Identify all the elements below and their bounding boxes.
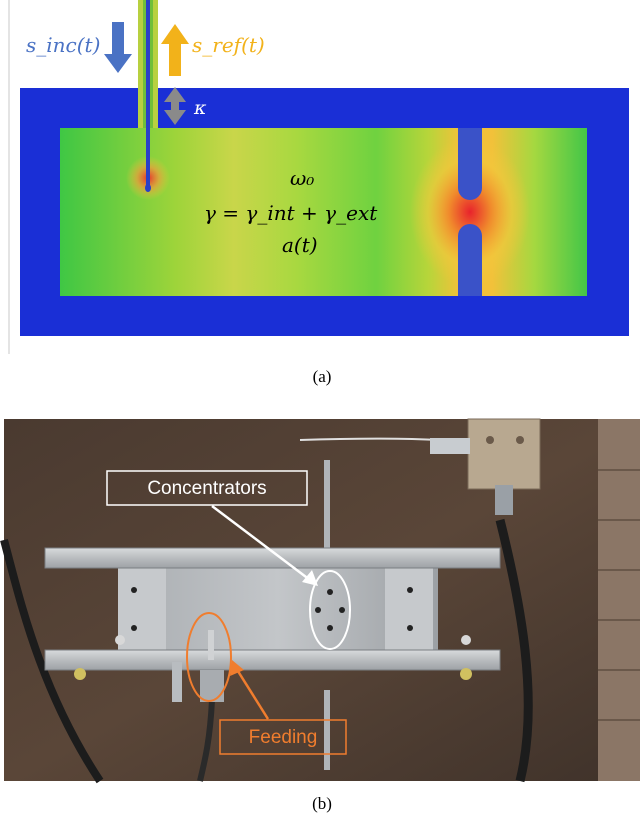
coupling-label: κ xyxy=(193,97,207,119)
concentrators-label-box xyxy=(106,470,308,506)
caption-a: (a) xyxy=(313,367,332,386)
concentrators-highlight xyxy=(309,570,351,650)
threaded-rod-top xyxy=(324,460,330,550)
mode-amplitude-label: a(t) xyxy=(282,233,318,257)
panel-b-photo: Concentrators Feeding xyxy=(0,418,640,784)
reflected-signal-label: s_ref(t) xyxy=(192,33,265,57)
feeding-pointer-head xyxy=(230,660,244,676)
incident-signal-label: s_inc(t) xyxy=(26,33,100,57)
feeding-label: Feeding xyxy=(249,727,318,748)
feeding-pointer xyxy=(234,667,270,720)
threaded-rod-bottom xyxy=(324,690,330,770)
feed-line xyxy=(138,0,158,192)
feeding-label-box xyxy=(219,719,347,755)
concentrators-pointer xyxy=(211,505,311,581)
brick-wall xyxy=(598,419,640,781)
incident-arrow xyxy=(104,22,132,73)
connector-box xyxy=(430,418,541,515)
cavity-body xyxy=(44,547,501,680)
loss-rate-label: γ = γ_int + γ_ext xyxy=(204,201,378,225)
panel-a: s_inc(t) s_ref(t) κ ω₀ γ = γ_int + γ_ext… xyxy=(8,0,629,386)
concentrators-label: Concentrators xyxy=(147,478,266,499)
field-hotspot xyxy=(410,137,530,287)
coupling-arrow xyxy=(164,87,186,125)
concentrators xyxy=(458,128,482,296)
caption-b: (b) xyxy=(312,794,332,813)
feeding-highlight xyxy=(186,612,232,702)
reflected-arrow xyxy=(161,24,189,76)
concentrators-pointer-head xyxy=(302,570,318,586)
cables xyxy=(0,437,533,784)
resonance-frequency-label: ω₀ xyxy=(290,166,314,190)
